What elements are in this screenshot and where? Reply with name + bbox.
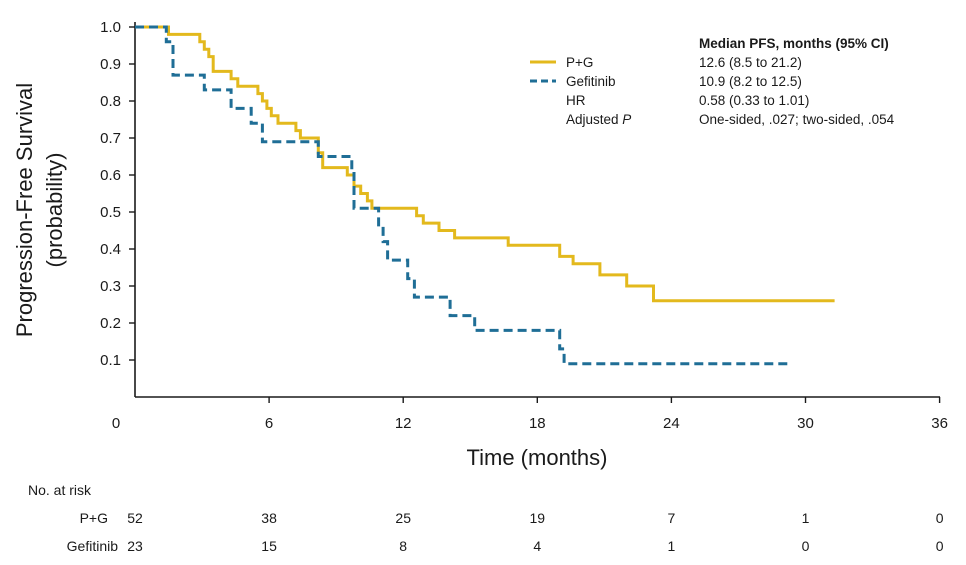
y-axis-title-line2: (probability) bbox=[42, 153, 67, 268]
stats-header: Median PFS, months (95% CI) bbox=[699, 36, 889, 51]
y-tick-label: 0.9 bbox=[100, 56, 121, 73]
y-tick-label: 0.4 bbox=[100, 241, 121, 258]
x-ticks: 0 6 12 18 24 30 36 bbox=[112, 397, 948, 432]
risk-value: 1 bbox=[668, 538, 676, 554]
legend: P+G Gefitinib HR Adjusted P Median PFS, … bbox=[530, 36, 895, 127]
y-tick-label: 0.8 bbox=[100, 93, 121, 110]
risk-value: 0 bbox=[936, 510, 944, 526]
x-tick-label: 36 bbox=[931, 415, 948, 432]
adjusted-label: Adjusted bbox=[566, 112, 622, 127]
risk-value: 15 bbox=[261, 538, 277, 554]
stat-gefitinib-median: 10.9 (8.2 to 12.5) bbox=[699, 74, 802, 89]
x-tick-label: 18 bbox=[529, 415, 546, 432]
risk-row-label-pg: P+G bbox=[80, 510, 108, 526]
y-tick-label: 0.6 bbox=[100, 167, 121, 184]
risk-value: 19 bbox=[530, 510, 546, 526]
y-ticks: 1.0 0.9 0.8 0.7 0.6 0.5 0.4 0.3 0.2 0.1 bbox=[100, 19, 135, 369]
y-tick-label: 0.1 bbox=[100, 352, 121, 369]
x-tick-label: 6 bbox=[265, 415, 273, 432]
legend-label-adjusted-p: Adjusted P bbox=[566, 112, 631, 127]
risk-value: 7 bbox=[668, 510, 676, 526]
x-tick-label: 0 bbox=[112, 415, 120, 432]
y-tick-label: 1.0 bbox=[100, 19, 121, 36]
risk-table-title: No. at risk bbox=[28, 482, 92, 498]
x-tick-label: 12 bbox=[395, 415, 412, 432]
stat-hr: 0.58 (0.33 to 1.01) bbox=[699, 93, 809, 108]
adjusted-p-italic: P bbox=[622, 112, 631, 127]
risk-value: 0 bbox=[936, 538, 944, 554]
risk-value: 52 bbox=[127, 510, 143, 526]
risk-value: 0 bbox=[802, 538, 810, 554]
legend-label-pg: P+G bbox=[566, 55, 593, 70]
risk-value: 23 bbox=[127, 538, 143, 554]
risk-row-label-gefitinib: Gefitinib bbox=[67, 538, 119, 554]
legend-label-gefitinib: Gefitinib bbox=[566, 74, 616, 89]
series-line-gefitinib bbox=[135, 25, 793, 366]
y-tick-label: 0.2 bbox=[100, 315, 121, 332]
stat-adjusted-p: One-sided, .027; two-sided, .054 bbox=[699, 112, 895, 127]
x-axis-title: Time (months) bbox=[467, 445, 608, 470]
risk-value: 38 bbox=[261, 510, 277, 526]
stat-pg-median: 12.6 (8.5 to 21.2) bbox=[699, 55, 802, 70]
risk-value: 25 bbox=[395, 510, 411, 526]
series-layer bbox=[135, 25, 835, 366]
y-tick-label: 0.3 bbox=[100, 278, 121, 295]
y-tick-label: 0.5 bbox=[100, 204, 121, 221]
series-line-p-g bbox=[135, 25, 835, 303]
risk-value: 4 bbox=[533, 538, 541, 554]
x-tick-label: 24 bbox=[663, 415, 680, 432]
y-tick-label: 0.7 bbox=[100, 130, 121, 147]
legend-label-hr: HR bbox=[566, 93, 586, 108]
risk-values: 52 38 25 19 7 1 0 23 15 8 4 1 0 0 bbox=[127, 510, 943, 554]
y-axis-title-line1: Progression-Free Survival bbox=[12, 83, 37, 337]
risk-value: 8 bbox=[399, 538, 407, 554]
risk-value: 1 bbox=[802, 510, 810, 526]
x-tick-label: 30 bbox=[797, 415, 814, 432]
